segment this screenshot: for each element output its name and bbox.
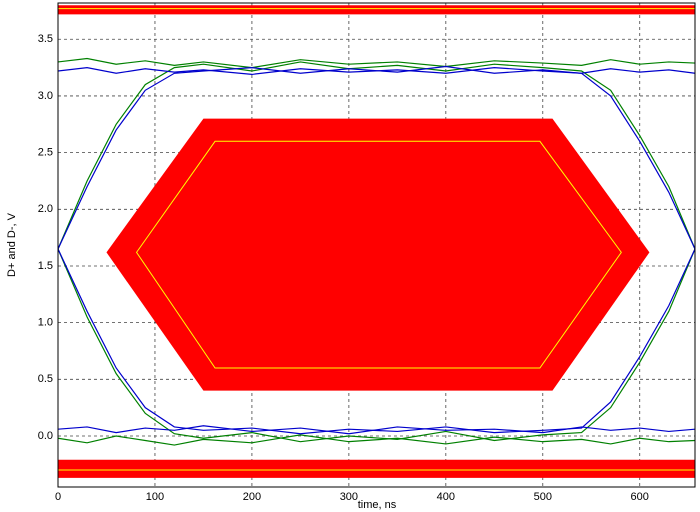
x-tick-label: 100 <box>146 491 164 503</box>
mask <box>58 459 695 478</box>
y-tick-label: 0.0 <box>38 430 53 442</box>
x-tick-label: 0 <box>55 491 61 503</box>
x-tick-label: 400 <box>437 491 455 503</box>
y-tick-label: 0.5 <box>38 373 53 385</box>
y-tick-label: 2.0 <box>38 203 53 215</box>
trace <box>57 61 696 250</box>
mask-outline <box>135 140 622 369</box>
y-tick-label: 3.5 <box>38 33 53 45</box>
x-tick-label: 600 <box>631 491 649 503</box>
trace <box>57 248 696 443</box>
x-tick-label: 500 <box>534 491 552 503</box>
trace <box>57 434 696 446</box>
plot-frame <box>57 2 696 488</box>
x-axis-label: time, ns <box>358 499 397 511</box>
y-tick-label: 1.0 <box>38 317 53 329</box>
y-tick-label: 1.5 <box>38 260 53 272</box>
trace <box>57 65 696 250</box>
y-tick-label: 2.5 <box>38 147 53 159</box>
mask <box>106 118 650 391</box>
x-tick-label: 200 <box>243 491 261 503</box>
x-tick-label: 300 <box>340 491 358 503</box>
mask <box>58 5 695 15</box>
trace <box>57 248 696 435</box>
y-axis-label: D+ and D-, V <box>6 212 18 277</box>
y-tick-label: 3.0 <box>38 90 53 102</box>
trace <box>57 57 696 69</box>
